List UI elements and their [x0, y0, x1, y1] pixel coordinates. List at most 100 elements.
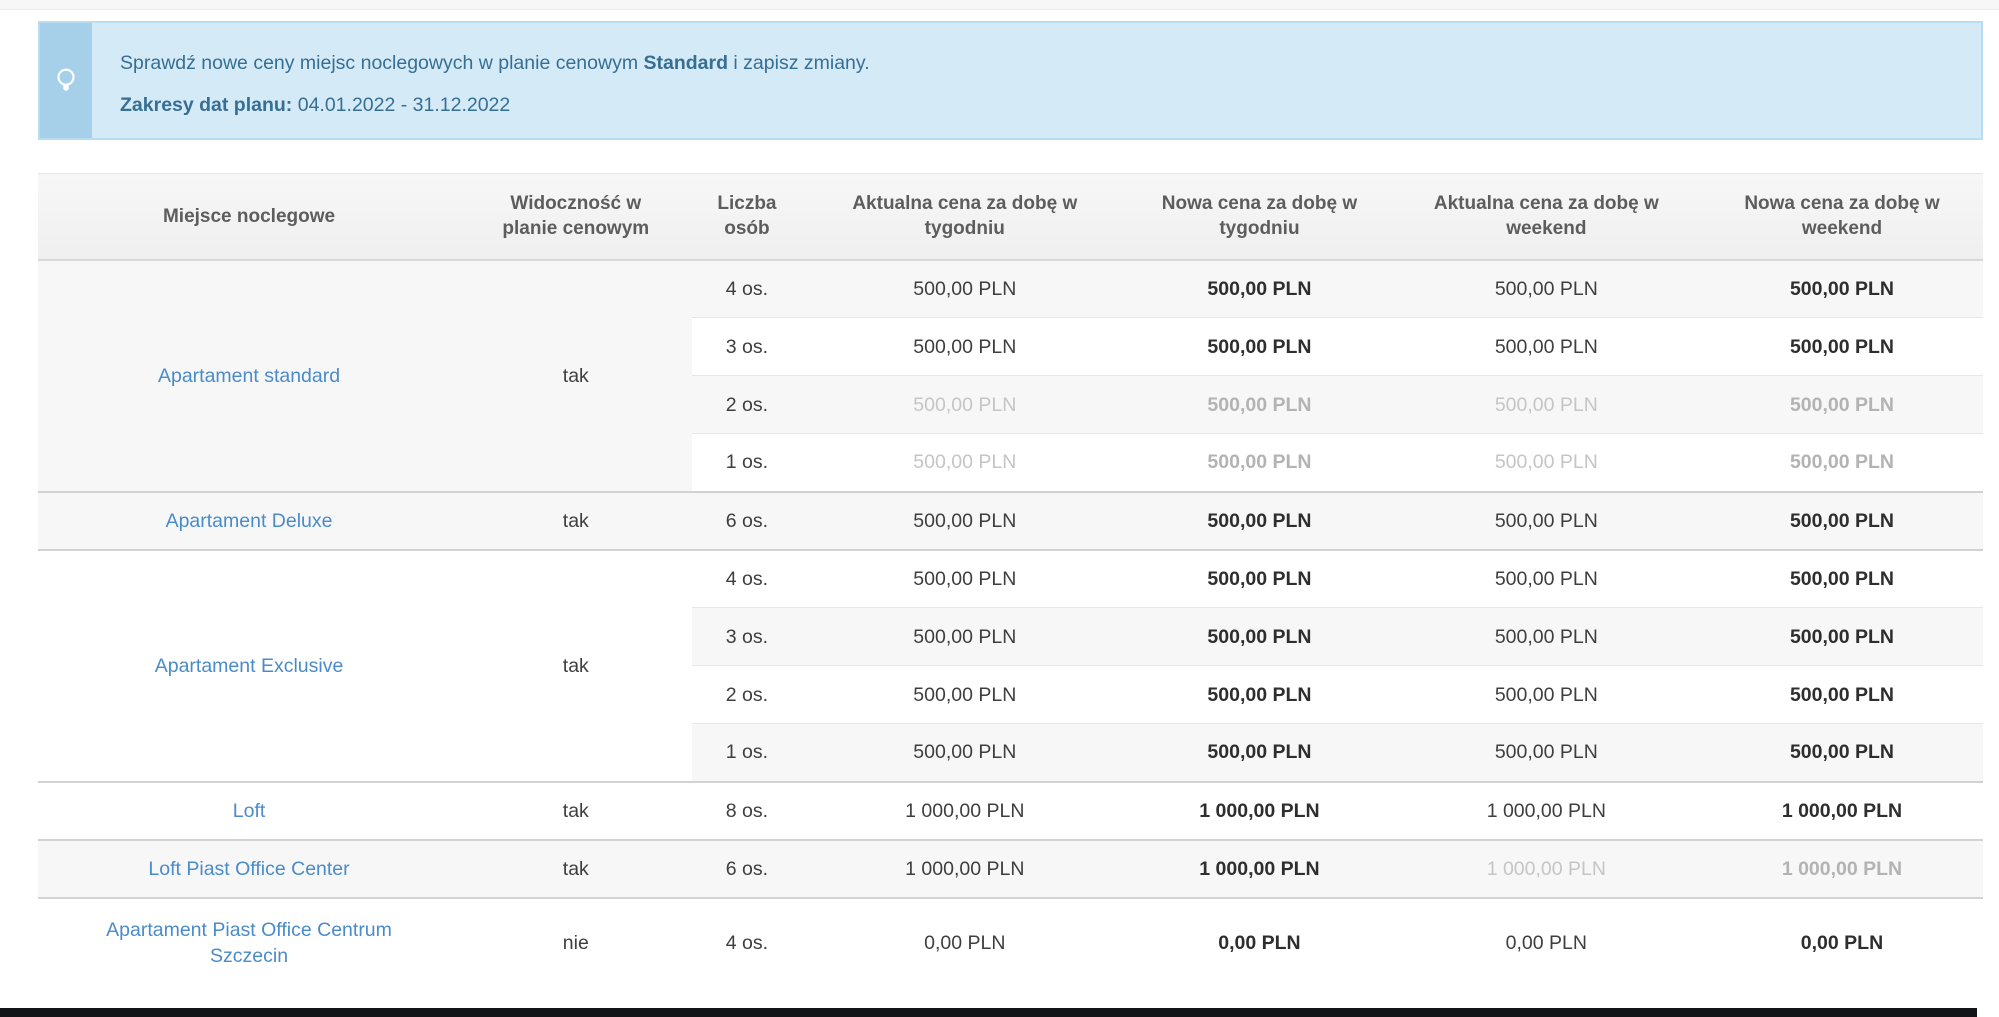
variant-row: 1 os. 500,00 PLN 500,00 PLN 500,00 PLN 500,0… [38, 433, 1983, 492]
table-header-row: Miejsce noclegowe Widoczność w planie ce… [38, 173, 1983, 261]
col-header-miejsce-noclegowe: Miejsce noclegowe [38, 173, 461, 261]
persons-cell: 1 os. [691, 433, 803, 492]
unit-name-cell: Apartament Deluxe [38, 490, 461, 550]
current-week-price: 500,00 PLN [802, 317, 1128, 376]
variant-row: Apartament Piast Office Centrum Szczecin… [38, 896, 1983, 988]
visibility-cell: tak [460, 780, 692, 840]
unit-link[interactable]: Apartament standard [157, 364, 341, 387]
current-week-price: 500,00 PLN [802, 548, 1128, 608]
info-banner: Sprawdź nowe ceny miejsc noclegowych w p… [38, 21, 1983, 140]
new-weekend-price: 500,00 PLN [1700, 375, 1983, 434]
variant-row: 2 os. 500,00 PLN 500,00 PLN 500,00 PLN 500,0… [38, 665, 1983, 724]
col-header-widocznosc: Widoczność w planie cenowym [460, 173, 692, 261]
new-weekend-price: 0,00 PLN [1700, 896, 1983, 988]
unit-name-cell: Loft Piast Office Center [38, 838, 461, 898]
current-week-price: 500,00 PLN [802, 433, 1128, 492]
banner-line-1: Sprawdź nowe ceny miejsc noclegowych w p… [120, 42, 870, 84]
lightbulb-icon [57, 68, 75, 91]
new-week-price: 0,00 PLN [1127, 896, 1392, 988]
col-header-nowa-cena-weekend: Nowa cena za dobę w weekend [1700, 173, 1983, 261]
current-week-price: 1 000,00 PLN [802, 780, 1128, 840]
current-week-price: 500,00 PLN [802, 490, 1128, 550]
persons-cell: 4 os. [691, 548, 803, 608]
variant-row: 2 os. 500,00 PLN 500,00 PLN 500,00 PLN 500,0… [38, 375, 1983, 434]
new-weekend-price: 500,00 PLN [1700, 259, 1983, 318]
current-weekend-price: 500,00 PLN [1391, 433, 1701, 492]
new-weekend-price: 1 000,00 PLN [1700, 780, 1983, 840]
persons-cell: 6 os. [691, 838, 803, 898]
new-weekend-price: 500,00 PLN [1700, 433, 1983, 492]
new-weekend-price: 500,00 PLN [1700, 317, 1983, 376]
unit-link[interactable]: Loft Piast Office Center [148, 857, 350, 880]
unit-link[interactable]: Apartament Piast Office Centrum Szczecin [106, 919, 392, 967]
current-week-price: 500,00 PLN [802, 665, 1128, 724]
persons-cell: 2 os. [691, 665, 803, 724]
unit-link[interactable]: Apartament Exclusive [154, 654, 344, 677]
col-header-aktualna-cena-weekend: Aktualna cena za dobę w weekend [1391, 173, 1701, 261]
visibility-cell: tak [460, 548, 692, 782]
current-weekend-price: 1 000,00 PLN [1391, 838, 1701, 898]
variant-row: 3 os. 500,00 PLN 500,00 PLN 500,00 PLN 500,0… [38, 607, 1983, 666]
current-weekend-price: 500,00 PLN [1391, 607, 1701, 666]
price-plan-table: Miejsce noclegowe Widoczność w planie ce… [38, 173, 1983, 988]
unit-name-cell: Apartament Exclusive [38, 548, 461, 782]
persons-cell: 8 os. [691, 780, 803, 840]
banner-text: Sprawdź nowe ceny miejsc noclegowych w p… [92, 23, 870, 138]
persons-cell: 3 os. [691, 607, 803, 666]
variant-row: 1 os. 500,00 PLN 500,00 PLN 500,00 PLN 500,0… [38, 723, 1983, 782]
variant-row: Apartament standard tak 4 os. 500,00 PLN 500… [38, 259, 1983, 492]
new-week-price: 500,00 PLN [1127, 317, 1392, 376]
visibility-cell: tak [460, 259, 692, 492]
current-weekend-price: 500,00 PLN [1391, 490, 1701, 550]
persons-cell: 3 os. [691, 317, 803, 376]
banner-line-2: Zakresy dat planu: 04.01.2022 - 31.12.20… [120, 84, 870, 126]
date-range-value: 04.01.2022 - 31.12.2022 [292, 94, 511, 116]
col-header-nowa-cena-tydzien: Nowa cena za dobę w tygodniu [1127, 173, 1392, 261]
new-week-price: 500,00 PLN [1127, 490, 1392, 550]
new-week-price: 500,00 PLN [1127, 375, 1392, 434]
visibility-cell: tak [460, 838, 692, 898]
visibility-cell: nie [460, 896, 692, 988]
col-header-liczba-osob: Liczba osób [691, 173, 803, 261]
persons-cell: 6 os. [691, 490, 803, 550]
new-week-price: 1 000,00 PLN [1127, 780, 1392, 840]
new-weekend-price: 500,00 PLN [1700, 490, 1983, 550]
unit-name-cell: Apartament Piast Office Centrum Szczecin [38, 896, 461, 988]
current-weekend-price: 0,00 PLN [1391, 896, 1701, 988]
variant-row: Loft tak 8 os. 1 000,00 PLN 1 000,00 PLN 1 00… [38, 780, 1983, 840]
banner-line1-pre: Sprawdź nowe ceny miejsc noclegowych w p… [120, 52, 644, 74]
bottom-dark-bar [0, 1008, 1977, 1017]
variant-row: Apartament Deluxe tak 6 os. 500,00 PLN 500,0… [38, 490, 1983, 550]
current-weekend-price: 500,00 PLN [1391, 375, 1701, 434]
banner-line1-post: i zapisz zmiany. [728, 52, 870, 74]
persons-cell: 1 os. [691, 723, 803, 782]
window-top-strip [0, 0, 1999, 10]
new-weekend-price: 500,00 PLN [1700, 548, 1983, 608]
new-weekend-price: 500,00 PLN [1700, 607, 1983, 666]
new-week-price: 500,00 PLN [1127, 607, 1392, 666]
current-week-price: 500,00 PLN [802, 607, 1128, 666]
current-week-price: 1 000,00 PLN [802, 838, 1128, 898]
persons-cell: 2 os. [691, 375, 803, 434]
new-week-price: 500,00 PLN [1127, 259, 1392, 318]
new-week-price: 500,00 PLN [1127, 665, 1392, 724]
variant-row: Loft Piast Office Center tak 6 os. 1 000,00… [38, 838, 1983, 898]
current-week-price: 500,00 PLN [802, 723, 1128, 782]
unit-link[interactable]: Loft [232, 799, 266, 822]
unit-link[interactable]: Apartament Deluxe [165, 509, 333, 532]
persons-cell: 4 os. [691, 896, 803, 988]
new-week-price: 500,00 PLN [1127, 548, 1392, 608]
variant-row: Apartament Exclusive tak 4 os. 500,00 PLN 50… [38, 548, 1983, 782]
unit-name-cell: Apartament standard [38, 259, 461, 492]
new-weekend-price: 1 000,00 PLN [1700, 838, 1983, 898]
new-week-price: 500,00 PLN [1127, 433, 1392, 492]
current-week-price: 500,00 PLN [802, 375, 1128, 434]
current-weekend-price: 500,00 PLN [1391, 723, 1701, 782]
new-weekend-price: 500,00 PLN [1700, 665, 1983, 724]
current-weekend-price: 500,00 PLN [1391, 259, 1701, 318]
new-weekend-price: 500,00 PLN [1700, 723, 1983, 782]
unit-name-cell: Loft [38, 780, 461, 840]
current-weekend-price: 500,00 PLN [1391, 665, 1701, 724]
banner-icon-strip [40, 23, 92, 138]
plan-name: Standard [643, 52, 729, 74]
